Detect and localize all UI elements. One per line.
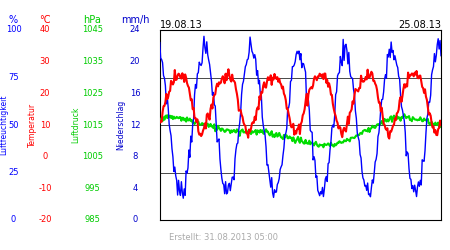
Text: %: %	[9, 15, 18, 25]
Text: 1005: 1005	[82, 152, 103, 161]
Text: Niederschlag: Niederschlag	[116, 100, 125, 150]
Text: 1015: 1015	[82, 120, 103, 130]
Text: 1035: 1035	[82, 57, 103, 66]
Text: Luftdruck: Luftdruck	[71, 107, 80, 143]
Text: °C: °C	[39, 15, 51, 25]
Text: 4: 4	[132, 184, 138, 193]
Text: 1025: 1025	[82, 89, 103, 98]
Text: 30: 30	[40, 57, 50, 66]
Text: Luftfeuchtigkeit: Luftfeuchtigkeit	[0, 95, 8, 155]
Text: -10: -10	[38, 184, 52, 193]
Text: 100: 100	[5, 26, 22, 35]
Text: 1045: 1045	[82, 26, 103, 35]
Text: 0: 0	[42, 152, 48, 161]
Text: 8: 8	[132, 152, 138, 161]
Text: 985: 985	[84, 216, 100, 224]
Text: hPa: hPa	[83, 15, 101, 25]
Text: Erstellt: 31.08.2013 05:00: Erstellt: 31.08.2013 05:00	[169, 234, 278, 242]
Text: 25: 25	[8, 168, 19, 177]
Text: 75: 75	[8, 73, 19, 82]
Text: 20: 20	[130, 57, 140, 66]
Text: 19.08.13: 19.08.13	[160, 20, 202, 30]
Text: 10: 10	[40, 120, 50, 130]
Text: 25.08.13: 25.08.13	[398, 20, 441, 30]
Text: 0: 0	[11, 216, 16, 224]
Text: 50: 50	[8, 120, 19, 130]
Text: 40: 40	[40, 26, 50, 35]
Text: -20: -20	[38, 216, 52, 224]
Text: 12: 12	[130, 120, 140, 130]
Text: Temperatur: Temperatur	[28, 103, 37, 147]
Text: mm/h: mm/h	[121, 15, 149, 25]
Text: 16: 16	[130, 89, 140, 98]
Text: 24: 24	[130, 26, 140, 35]
Text: 20: 20	[40, 89, 50, 98]
Text: 995: 995	[85, 184, 100, 193]
Text: 0: 0	[132, 216, 138, 224]
